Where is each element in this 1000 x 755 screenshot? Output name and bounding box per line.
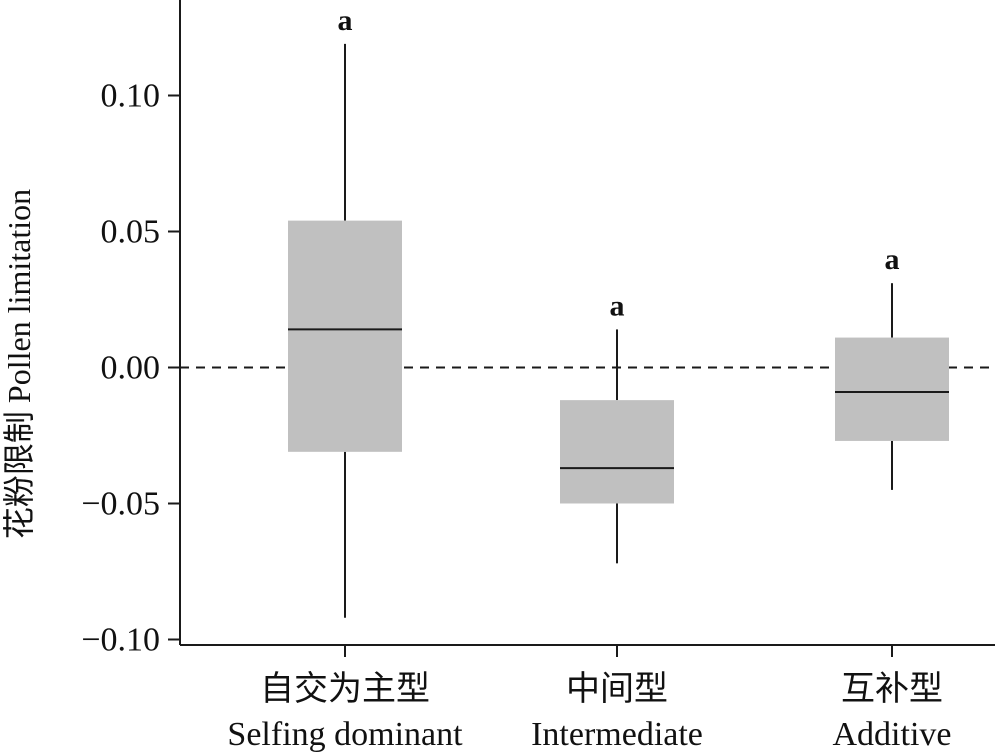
y-tick-label: 0.10 — [101, 78, 161, 115]
category-label-en: Additive — [833, 716, 952, 753]
significance-letter: a — [610, 289, 625, 322]
y-tick-label: −0.10 — [81, 622, 160, 659]
category-label-en: Selfing dominant — [227, 716, 463, 753]
box-group: a 自交为主型 Selfing dominant — [227, 4, 463, 753]
category-label-en: Intermediate — [531, 716, 703, 753]
y-tick-label: 0.00 — [101, 350, 161, 387]
category-label-cn: 中间型 — [566, 670, 668, 708]
y-axis-title: 花粉限制 Pollen limitation — [1, 189, 37, 539]
box-group: a 中间型 Intermediate — [531, 289, 703, 753]
category-label-cn: 互补型 — [841, 670, 943, 708]
y-tick-label: 0.05 — [101, 214, 161, 251]
box-group: a 互补型 Additive — [833, 243, 952, 753]
significance-letter: a — [338, 4, 353, 37]
plot-area: 0.10 0.05 0.00 −0.05 −0.10 a 自交为主型 Selfing domi… — [81, 0, 995, 753]
iqr-box — [560, 400, 674, 504]
significance-letter: a — [885, 243, 900, 276]
iqr-box — [288, 220, 402, 452]
category-label-cn: 自交为主型 — [260, 670, 430, 708]
iqr-box — [835, 337, 949, 441]
y-tick-label: −0.05 — [81, 486, 160, 523]
